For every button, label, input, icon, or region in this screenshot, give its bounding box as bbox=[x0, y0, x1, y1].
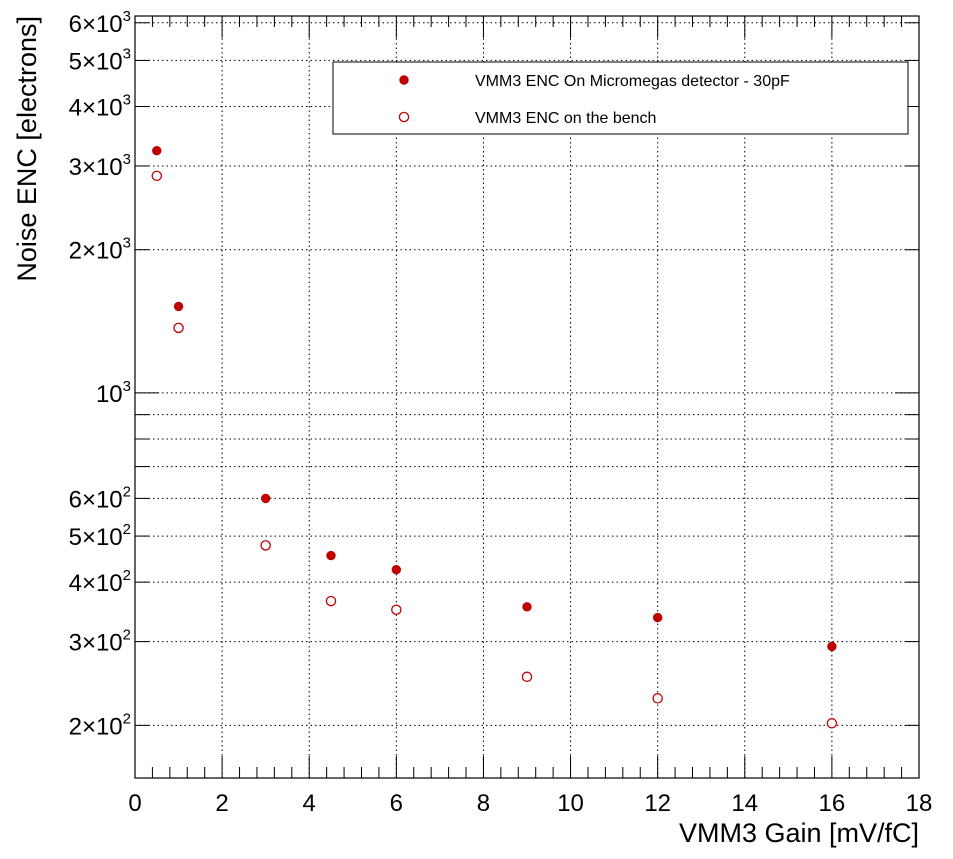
legend-box bbox=[332, 61, 909, 135]
x-tick-label: 10 bbox=[557, 790, 584, 817]
detector-point bbox=[391, 564, 402, 575]
x-tick-label: 12 bbox=[644, 790, 671, 817]
y-tick-label-base: 3×10 bbox=[69, 154, 123, 181]
y-tick-label-base: 2×10 bbox=[69, 238, 123, 265]
detector-point bbox=[827, 641, 837, 652]
bench-point bbox=[652, 693, 663, 704]
x-tick-label: 18 bbox=[906, 790, 933, 817]
axis-ticks bbox=[134, 16, 920, 778]
detector-point bbox=[522, 602, 532, 612]
y-tick-label: 2×102 bbox=[69, 710, 131, 740]
y-tick-label-exponent: 2 bbox=[123, 710, 131, 727]
y-tick-label: 6×103 bbox=[69, 8, 131, 38]
legend: VMM3 ENC On Micromegas detector - 30pF VM… bbox=[332, 61, 909, 135]
y-tick-label-base: 10 bbox=[96, 381, 123, 408]
y-tick-label: 4×103 bbox=[69, 92, 131, 122]
y-tick-label-base: 6×10 bbox=[69, 11, 123, 38]
y-tick-label: 2×103 bbox=[69, 235, 131, 265]
y-tick-label: 5×103 bbox=[69, 45, 131, 75]
y-tick-label-base: 6×10 bbox=[69, 486, 123, 513]
legend-marker bbox=[399, 75, 409, 85]
bench-point bbox=[325, 595, 337, 607]
legend-entry-label: VMM3 ENC on the bench bbox=[475, 110, 656, 127]
y-tick-label-exponent: 3 bbox=[123, 235, 131, 252]
bench-point bbox=[151, 170, 163, 182]
y-tick-label: 5×102 bbox=[69, 521, 131, 551]
y-tick-label-exponent: 3 bbox=[123, 92, 131, 109]
y-tick-label-base: 5×10 bbox=[69, 524, 123, 551]
x-tick-label: 4 bbox=[303, 790, 316, 817]
x-tick-label: 6 bbox=[390, 790, 403, 817]
x-axis-title: VMM3 Gain [mV/fC] bbox=[679, 818, 919, 848]
y-tick-label-exponent: 2 bbox=[123, 483, 131, 500]
bench-point bbox=[391, 604, 402, 615]
y-tick-label: 4×102 bbox=[69, 567, 131, 597]
y-tick-label-exponent: 2 bbox=[123, 567, 131, 584]
x-tick-label: 14 bbox=[731, 790, 758, 817]
y-tick-label-base: 3×10 bbox=[69, 630, 123, 657]
detector-point bbox=[152, 145, 162, 156]
y-axis-title: Noise ENC [electrons] bbox=[12, 16, 42, 282]
x-tick-label: 16 bbox=[819, 790, 846, 817]
y-tick-label-exponent: 3 bbox=[123, 8, 131, 25]
x-tick-label: 2 bbox=[215, 790, 228, 817]
legend-marker bbox=[398, 111, 410, 123]
bench-point bbox=[173, 322, 184, 334]
detector-point bbox=[652, 612, 663, 623]
y-tick-label-exponent: 3 bbox=[123, 378, 131, 395]
detector-point bbox=[173, 301, 184, 312]
x-tick-label: 0 bbox=[128, 790, 141, 817]
x-tick-label: 8 bbox=[477, 790, 490, 817]
y-tick-label-exponent: 3 bbox=[123, 45, 131, 62]
bench-point bbox=[826, 718, 838, 729]
y-tick-label: 3×103 bbox=[69, 151, 131, 181]
plot-frame bbox=[134, 15, 920, 779]
detector-point bbox=[326, 550, 336, 561]
legend-entry-label: VMM3 ENC On Micromegas detector - 30pF bbox=[475, 73, 790, 90]
bench-point bbox=[521, 671, 533, 683]
y-tick-label: 6×102 bbox=[69, 483, 131, 513]
y-tick-label: 103 bbox=[96, 378, 131, 408]
y-tick-label: 3×102 bbox=[69, 627, 131, 657]
y-tick-label-exponent: 2 bbox=[123, 627, 131, 644]
data-points bbox=[151, 145, 838, 729]
y-tick-label-exponent: 2 bbox=[123, 521, 131, 538]
y-tick-label-exponent: 3 bbox=[123, 151, 131, 168]
y-tick-label-base: 4×10 bbox=[69, 95, 123, 122]
y-tick-label-base: 4×10 bbox=[69, 570, 123, 597]
y-tick-label-base: 5×10 bbox=[69, 48, 123, 75]
y-tick-label-base: 2×10 bbox=[69, 713, 123, 740]
tick-labels: 0 2 4 6 8 10 12 14 16 182×1023×1024×1025×1026×102… bbox=[69, 8, 933, 817]
bench-point bbox=[260, 540, 271, 551]
detector-point bbox=[260, 493, 271, 504]
